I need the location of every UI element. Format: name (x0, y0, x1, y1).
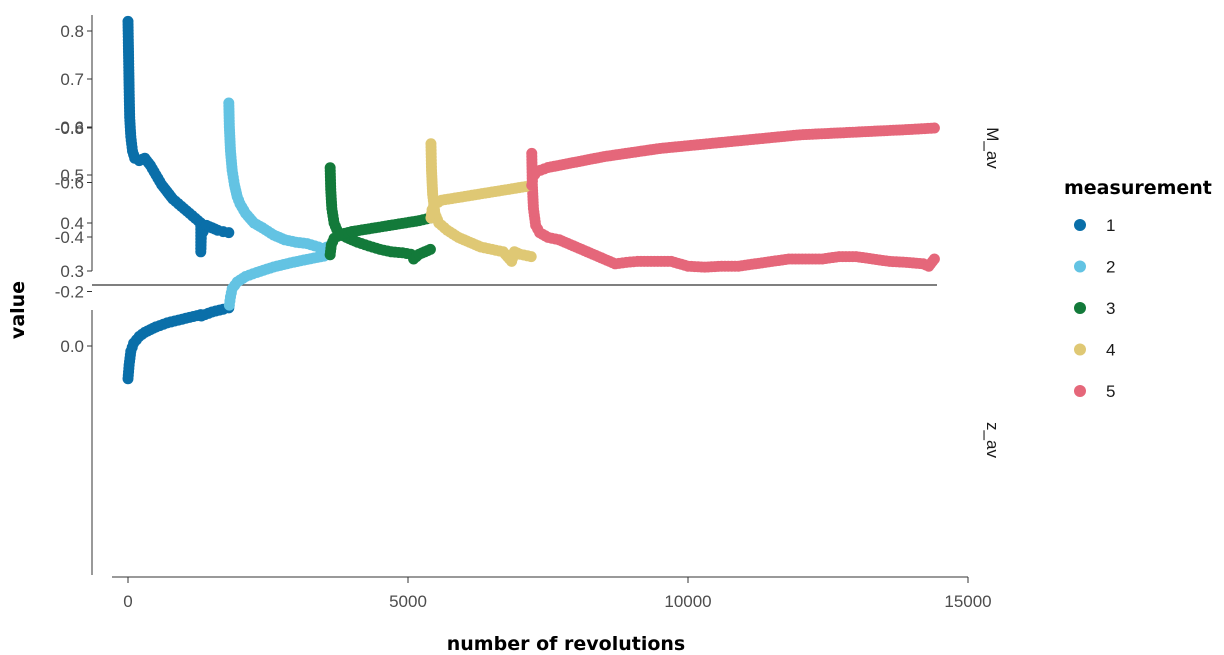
y-tick-label: 0.3 (60, 262, 84, 281)
y-tick-label: 0.8 (60, 22, 84, 41)
legend-key-5 (1074, 385, 1086, 397)
y-tick-label: 0.5 (60, 166, 84, 185)
panel-z-av: 0.0 -0.2 -0.4 -0.6 -0.8 (55, 119, 940, 575)
y-tick-label: -0.2 (55, 283, 84, 302)
series-3-points (324, 212, 436, 261)
facet-label-z-av: z_av (983, 422, 1002, 458)
data-point (223, 227, 235, 239)
y-tick-label: -0.4 (55, 228, 84, 247)
legend-label-3: 3 (1106, 299, 1115, 318)
data-point (928, 122, 940, 134)
series-2-points (223, 249, 336, 311)
y-tick-label: -0.8 (55, 119, 84, 138)
facet-label-m-av: M_av (983, 127, 1002, 169)
legend-label-2: 2 (1106, 258, 1115, 277)
y-tick-label: 0.7 (60, 70, 84, 89)
series-5-points (526, 147, 940, 273)
series-5-points (526, 122, 940, 191)
data-point (525, 251, 537, 263)
x-tick-label: 0 (123, 592, 132, 611)
legend-title: measurement (1064, 177, 1212, 199)
y-tick-label: 0.4 (60, 214, 84, 233)
x-tick-label: 10000 (664, 592, 711, 611)
data-point (928, 253, 940, 265)
panel-m-av: 0.3 0.4 0.5 0.6 0.7 0.8 (60, 15, 940, 286)
legend-label-5: 5 (1106, 382, 1115, 401)
x-axis: 0 5000 10000 15000 (112, 576, 992, 611)
data-point (424, 243, 436, 255)
legend-label-1: 1 (1106, 216, 1115, 235)
series-1-points (122, 302, 235, 385)
legend-key-2 (1074, 260, 1086, 273)
x-axis-title: number of revolutions (447, 633, 685, 655)
legend: measurement 1 2 3 4 5 (1064, 177, 1212, 401)
legend-key-4 (1074, 343, 1086, 356)
y-tick-label: -0.6 (55, 174, 84, 193)
x-tick-label: 15000 (944, 592, 991, 611)
x-tick-label: 5000 (389, 592, 427, 611)
legend-key-3 (1074, 302, 1086, 314)
series-1-points (122, 15, 235, 258)
y-tick-label: 0.0 (60, 337, 84, 356)
legend-label-4: 4 (1106, 341, 1115, 360)
legend-key-1 (1074, 219, 1086, 231)
y-tick-label: 0.6 (60, 118, 84, 137)
series-2-points (223, 97, 336, 255)
series-4-points (425, 179, 537, 224)
series-3-points (324, 162, 436, 265)
y-axis-title: value (7, 281, 29, 339)
